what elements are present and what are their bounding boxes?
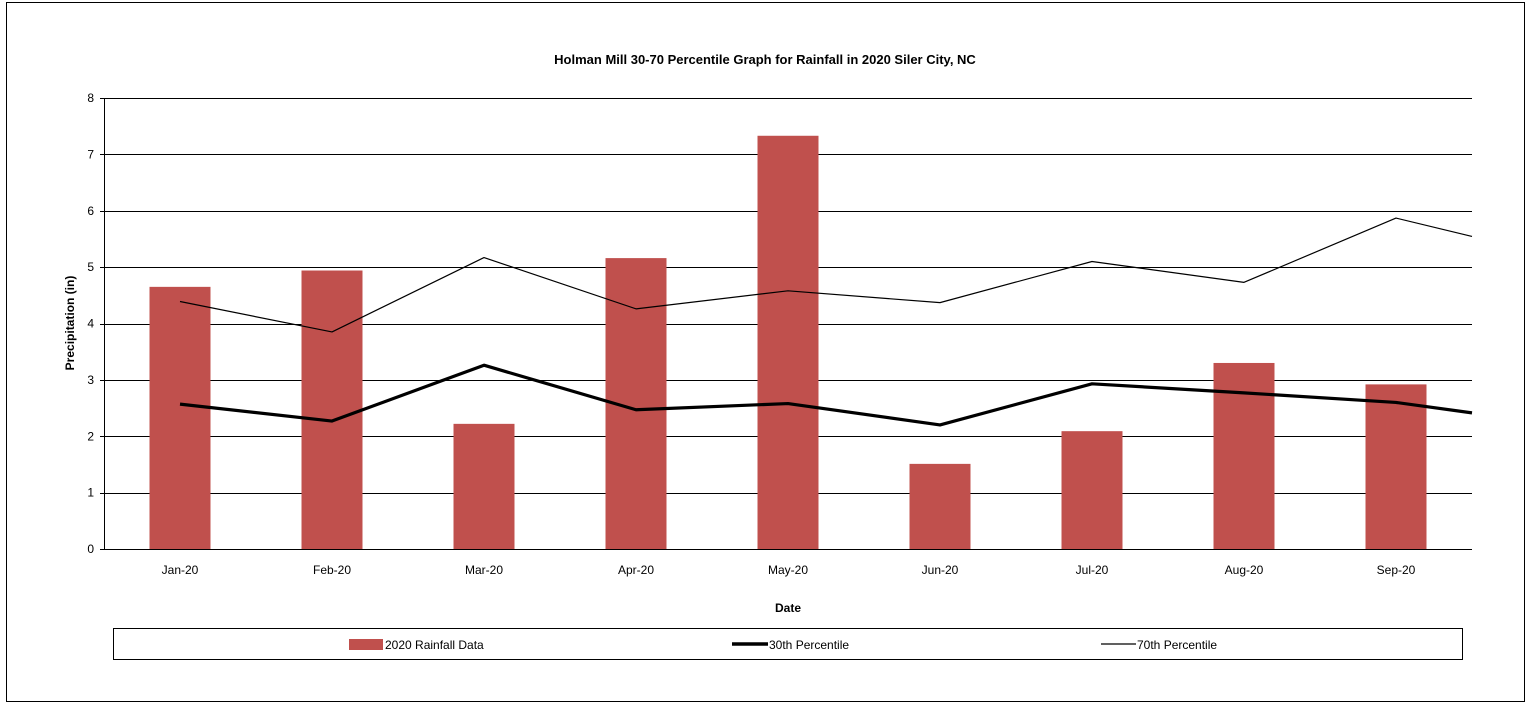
bar <box>149 286 211 549</box>
x-tick-label: May-20 <box>768 563 808 577</box>
legend: 2020 Rainfall Data 30th Percentile 70th … <box>113 628 1463 660</box>
line-70th-percentile <box>179 217 1473 333</box>
y-tick-label: 4 <box>87 317 94 331</box>
y-axis-title: Precipitation (in) <box>63 276 77 371</box>
legend-swatch-rainfall <box>349 639 383 650</box>
y-tick-label: 7 <box>87 147 94 161</box>
bar <box>453 423 515 549</box>
chart-svg: Holman Mill 30-70 Percentile Graph for R… <box>63 52 1473 660</box>
x-tick-label: Feb-20 <box>313 563 351 577</box>
y-tick-label: 2 <box>87 429 94 443</box>
x-tick-label: Mar-20 <box>465 563 503 577</box>
x-tick-label: Jun-20 <box>922 563 959 577</box>
line-30th-percentile <box>179 363 1473 427</box>
bar <box>1061 431 1123 549</box>
y-tick-labels: 0 1 2 3 4 5 6 7 8 <box>87 91 94 556</box>
bar <box>909 463 971 549</box>
x-tick-label: Jul-20 <box>1076 563 1109 577</box>
y-tick-label: 1 <box>87 486 94 500</box>
legend-box <box>113 628 1463 660</box>
bar <box>1365 384 1427 549</box>
bar <box>757 135 819 550</box>
x-tick-labels: Jan-20 Feb-20 Mar-20 Apr-20 May-20 Jun-20 Jul-… <box>162 563 1416 577</box>
x-tick-label: Jan-20 <box>162 563 199 577</box>
y-tick-label: 6 <box>87 204 94 218</box>
line-series <box>179 217 1473 427</box>
chart-title: Holman Mill 30-70 Percentile Graph for R… <box>554 52 976 67</box>
bar <box>301 270 363 549</box>
x-axis-title: Date <box>775 601 801 615</box>
y-tick-label: 5 <box>87 260 94 274</box>
legend-label-30th: 30th Percentile <box>769 638 849 652</box>
bar-series <box>149 135 1427 550</box>
y-tick-label: 0 <box>87 542 94 556</box>
legend-label-70th: 70th Percentile <box>1137 638 1217 652</box>
y-tick-label: 8 <box>87 91 94 105</box>
x-tick-label: Sep-20 <box>1377 563 1416 577</box>
legend-label-rainfall: 2020 Rainfall Data <box>385 638 484 652</box>
x-tick-label: Apr-20 <box>618 563 654 577</box>
y-tick-label: 3 <box>87 373 94 387</box>
x-tick-label: Aug-20 <box>1225 563 1264 577</box>
